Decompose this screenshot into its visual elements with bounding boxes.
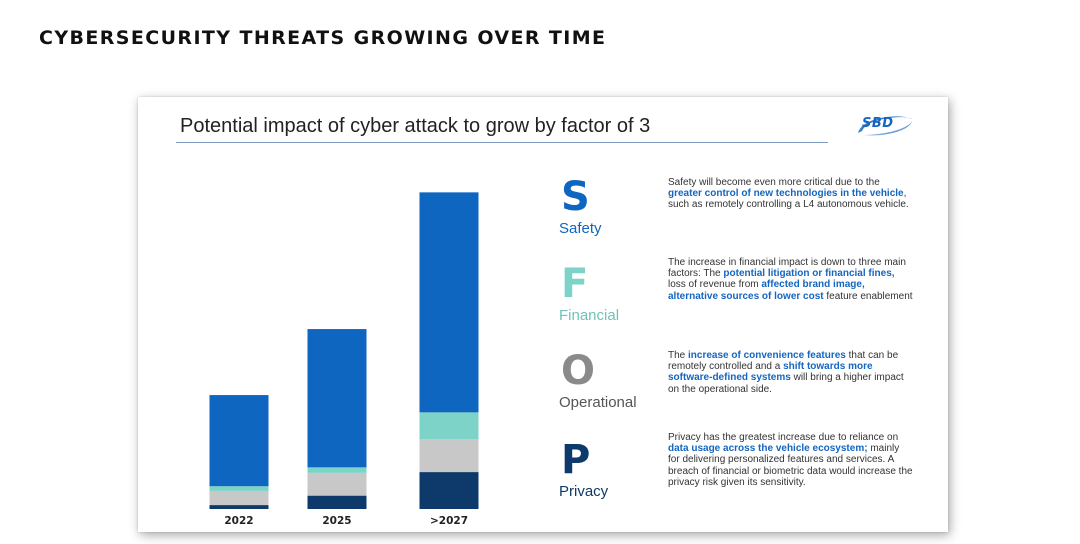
bar-safety-0 (209, 395, 269, 487)
description-highlight: affected brand image, alternative source… (668, 279, 865, 302)
title-divider (176, 142, 828, 143)
bar-safety-2 (419, 192, 479, 413)
bar-privacy-2 (419, 472, 479, 509)
financial-description: The increase in financial impact is down… (668, 257, 913, 302)
description-highlight: data usage across the vehicle ecosystem; (668, 443, 868, 455)
privacy-label: Privacy (559, 483, 609, 500)
description-text: feature enablement (823, 290, 913, 302)
bar-operational-2 (419, 439, 479, 473)
category-operational: O Operational (559, 351, 669, 411)
category-financial: F Financial (559, 264, 669, 324)
description-text: will bring a higher impact on the operat… (668, 372, 904, 395)
x-tick-label: 2022 (224, 515, 253, 527)
chart-x-axis: 2022 2025 >2027 (224, 515, 468, 527)
description-text: mainly for delivering personalized featu… (668, 443, 913, 488)
privacy-description: Privacy has the greatest increase due to… (668, 432, 913, 488)
sbd-logo: SBD (854, 113, 916, 137)
stacked-bar-chart: 2022 2025 >2027 (209, 192, 479, 527)
operational-description: The increase of convenience features tha… (668, 350, 913, 395)
description-highlight: greater control of new technologies in t… (668, 188, 904, 200)
logo-text: SBD (862, 116, 894, 131)
bar-financial-1 (307, 467, 367, 473)
operational-label: Operational (559, 394, 637, 411)
safety-description: Safety will become even more critical du… (668, 177, 913, 211)
description-highlight: increase of convenience features (688, 350, 846, 361)
financial-letter: F (561, 261, 589, 307)
logo-swoosh-icon (858, 116, 912, 136)
bar-privacy-1 (307, 495, 367, 509)
description-highlight: potential litigation or financial fines, (723, 268, 895, 280)
description-text: The (668, 350, 689, 361)
slide-title: Potential impact of cyber attack to grow… (180, 115, 651, 137)
financial-label: Financial (559, 307, 620, 324)
description-text: Privacy has the greatest increase due to… (668, 432, 899, 443)
description-text: loss of revenue from (668, 279, 762, 291)
bar-operational-0 (209, 490, 269, 506)
description-text: Safety will become even more critical du… (668, 177, 880, 188)
bar-safety-1 (307, 329, 367, 468)
chart-bars (209, 192, 479, 509)
safety-letter: S (561, 174, 590, 220)
description-text: that can be remotely controlled and a (668, 350, 899, 373)
bar-operational-1 (307, 472, 367, 496)
category-privacy: P Privacy (559, 440, 669, 500)
description-text: , such as remotely controlling a L4 auto… (668, 188, 909, 211)
description-highlight: shift towards more software-defined syst… (668, 361, 873, 384)
safety-label: Safety (559, 220, 602, 237)
bar-financial-0 (209, 486, 269, 491)
bar-privacy-0 (209, 505, 269, 509)
description-text: The increase in financial impact is down… (668, 257, 906, 280)
privacy-letter: P (561, 437, 591, 483)
x-tick-label: >2027 (430, 515, 468, 527)
operational-letter: O (561, 348, 596, 394)
page-heading: CYBERSECURITY THREATS GROWING OVER TIME (39, 27, 607, 49)
x-tick-label: 2025 (322, 515, 351, 527)
category-safety: S Safety (559, 177, 669, 237)
slide: Potential impact of cyber attack to grow… (138, 97, 948, 532)
bar-financial-2 (419, 412, 479, 440)
